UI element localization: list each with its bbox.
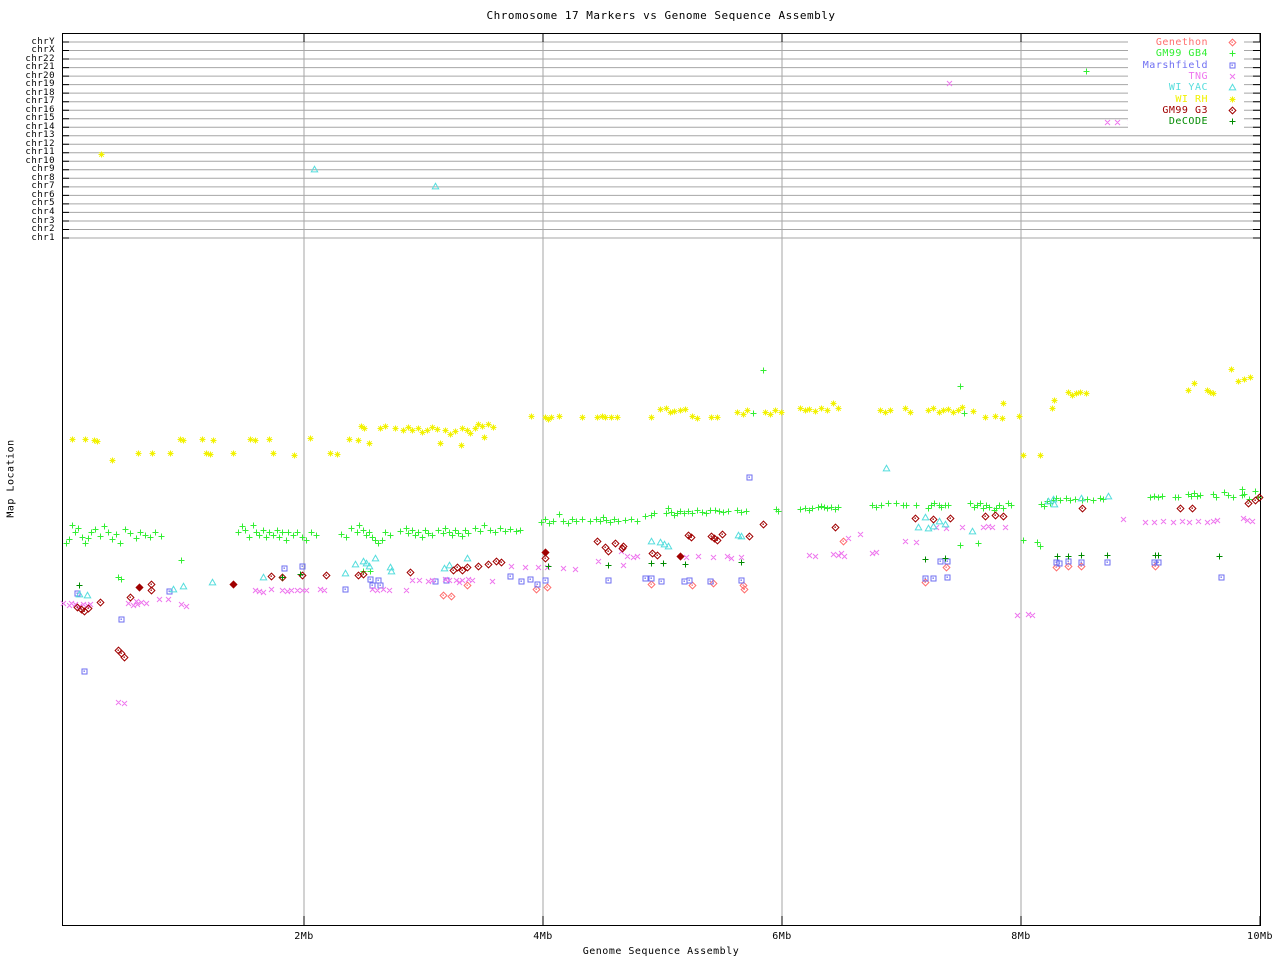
x-axis-tick-labels: 2Mb 4Mb 6Mb 8Mb 10Mb: [0, 931, 1280, 945]
legend-item-wi-rh: WI RH: [1130, 93, 1242, 105]
chromosome-label-chr3: chr3: [31, 215, 55, 226]
chromosome-label-chr12: chr12: [25, 138, 55, 149]
legend-item-decode: DeCODE: [1130, 116, 1242, 127]
x-axis-label: Genome Sequence Assembly: [582, 946, 740, 957]
chromosome-label-chr5: chr5: [31, 198, 55, 209]
legend-marker-plus-icon: [1229, 50, 1236, 57]
plot-border: [62, 33, 1261, 926]
legend-marker-asterisk-icon: [1229, 96, 1236, 103]
chromosome-label-chr1: chr1: [31, 232, 55, 243]
legend-item-marshfield: Marshfield: [1130, 60, 1242, 71]
legend: Genethon GM99 GB4 Marshfield TNG WI YAC WI RH…: [1128, 36, 1244, 129]
y-axis-chromosome-labels: chrY chrX chr22 chr21 chr20 chr19 chr18 chr17 ch…: [0, 0, 58, 960]
legend-item-gm99-g3: GM99 G3: [1130, 105, 1242, 116]
legend-marker-square-icon: [1229, 62, 1236, 69]
series-gm99-g3: [73, 493, 1264, 662]
chromosome-label-chr17: chr17: [25, 96, 55, 107]
legend-label: WI YAC: [1168, 82, 1208, 94]
chromosome-label-chr16: chr16: [25, 104, 55, 115]
legend-item-wi-yac: WI YAC: [1130, 82, 1242, 93]
legend-label: Genethon: [1155, 37, 1208, 49]
chromosome-label-chr9: chr9: [31, 164, 55, 175]
x-tick-10Mb: 10Mb: [1246, 931, 1274, 942]
chromosome-label-chr8: chr8: [31, 172, 55, 183]
legend-label: TNG: [1188, 71, 1208, 83]
chromosome-label-chr7: chr7: [31, 181, 55, 192]
legend-item-tng: TNG: [1130, 71, 1242, 82]
series-tng: [60, 80, 1256, 707]
series-wi-rh: [69, 151, 1254, 464]
chromosome-label-chr20: chr20: [25, 70, 55, 81]
chromosome-label-chr14: chr14: [25, 121, 55, 132]
legend-item-genethon: Genethon: [1130, 37, 1242, 48]
x-tick-2Mb: 2Mb: [294, 931, 314, 942]
chromosome-label-chr6: chr6: [31, 189, 55, 200]
series-genethon: [439, 537, 1160, 601]
legend-label: WI RH: [1175, 93, 1208, 105]
legend-marker-x-icon: [1229, 73, 1236, 80]
x-tick-6Mb: 6Mb: [772, 931, 792, 942]
chromosome-label-chrX: chrX: [31, 45, 55, 55]
legend-label: GM99 GB4: [1155, 48, 1208, 60]
series-decode: [76, 552, 1223, 589]
chromosome-label-chr15: chr15: [25, 113, 55, 124]
chart-title: Chromosome 17 Markers vs Genome Sequence…: [486, 9, 836, 22]
legend-label: GM99 G3: [1162, 104, 1208, 116]
chromosome-label-chrY: chrY: [31, 36, 55, 47]
chromosome-ticks: [62, 41, 1260, 239]
chromosome-label-chr10: chr10: [25, 155, 55, 166]
chromosome-label-chr13: chr13: [25, 130, 55, 141]
series-wi-yac: [75, 165, 1113, 599]
series-marshfield: [74, 474, 1225, 675]
series-gm99-gb4: [63, 68, 1262, 583]
chromosome-label-chr22: chr22: [25, 53, 55, 64]
chromosome-label-chr2: chr2: [31, 224, 55, 234]
chromosome-label-chr4: chr4: [31, 206, 55, 217]
chromosome-label-chr18: chr18: [25, 87, 55, 98]
legend-marker-triangle-icon: [1228, 83, 1237, 91]
legend-item-gm99-gb4: GM99 GB4: [1130, 48, 1242, 59]
legend-label: DeCODE: [1168, 116, 1208, 128]
x-tick-8Mb: 8Mb: [1011, 931, 1031, 942]
legend-marker-plus-icon: [1229, 118, 1236, 125]
legend-label: Marshfield: [1142, 59, 1208, 71]
chromosome-label-chr21: chr21: [25, 62, 55, 73]
legend-marker-diamond-icon: [1228, 106, 1237, 115]
chromosome-label-chr19: chr19: [25, 79, 55, 90]
chromosome-label-chr11: chr11: [25, 147, 55, 158]
legend-marker-diamond-icon: [1228, 38, 1237, 47]
chromosome-gridlines: [62, 41, 1260, 239]
x-tick-4Mb: 4Mb: [533, 931, 553, 942]
